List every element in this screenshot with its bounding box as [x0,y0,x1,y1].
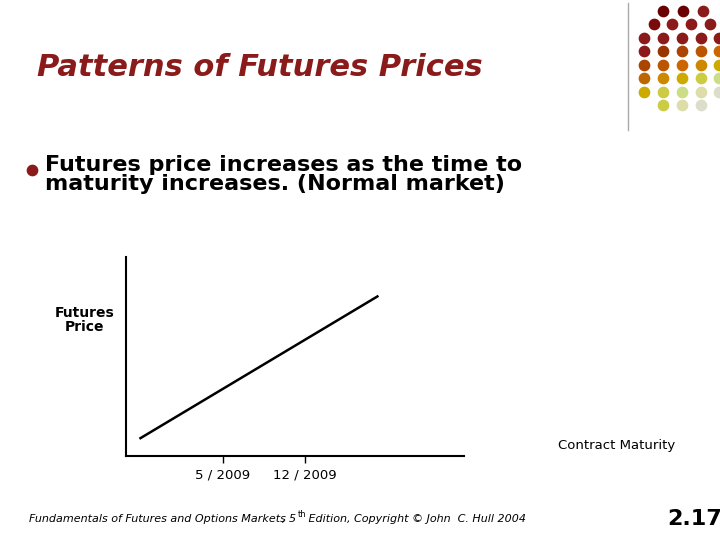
Point [695,101,706,110]
Text: Edition, Copyright © John  C. Hull 2004: Edition, Copyright © John C. Hull 2004 [305,515,526,524]
Text: Futures price increases as the time to: Futures price increases as the time to [45,154,522,175]
Text: 2.17: 2.17 [667,509,720,530]
Text: , 5: , 5 [282,515,297,524]
Point [676,87,688,96]
Point [639,47,650,56]
Text: Futures: Futures [55,306,114,320]
Point [676,60,688,69]
Point [714,47,720,56]
Point [714,60,720,69]
Point [714,87,720,96]
Point [697,6,708,15]
Point [704,20,716,29]
Point [676,74,688,83]
Point [695,87,706,96]
Point [639,74,650,83]
Point [714,33,720,42]
Point [685,20,697,29]
Point [695,33,706,42]
Text: Patterns of Futures Prices: Patterns of Futures Prices [37,53,483,82]
Point [676,47,688,56]
Point [657,74,669,83]
Point [695,47,706,56]
Point [676,33,688,42]
Point [695,60,706,69]
Point [657,33,669,42]
Point [676,101,688,110]
Point [667,20,678,29]
Point [26,166,37,174]
Text: th: th [297,510,306,518]
Point [639,33,650,42]
Text: Contract Maturity: Contract Maturity [558,439,675,452]
Point [657,60,669,69]
Point [657,6,669,15]
Point [648,20,660,29]
Point [657,101,669,110]
Text: Price: Price [66,320,104,334]
Text: Fundamentals of Futures and Options Markets: Fundamentals of Futures and Options Mark… [29,515,286,524]
Text: maturity increases. (Normal market): maturity increases. (Normal market) [45,173,505,194]
Point [714,74,720,83]
Point [657,87,669,96]
Point [677,6,688,15]
Point [639,87,650,96]
Point [695,74,706,83]
Point [639,60,650,69]
Point [657,47,669,56]
